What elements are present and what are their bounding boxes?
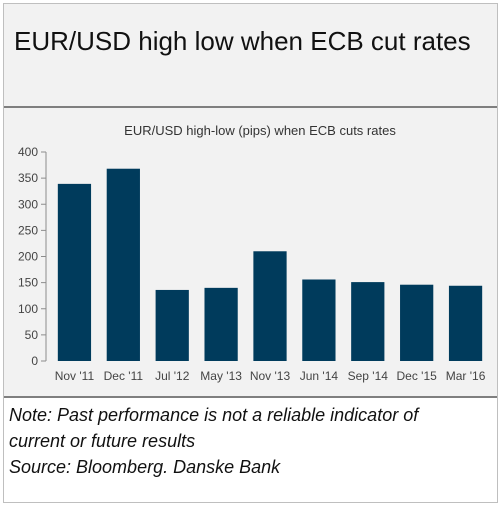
x-tick-label: Dec '15	[397, 369, 438, 383]
panel-header: EUR/USD high low when ECB cut rates	[4, 4, 497, 108]
bar	[351, 282, 385, 361]
y-tick-label: 250	[18, 223, 38, 237]
y-tick-label: 350	[18, 171, 38, 185]
page-title: EUR/USD high low when ECB cut rates	[14, 26, 471, 56]
y-axis: 0 50 100 150 200 250 300 350 400	[18, 145, 47, 368]
x-tick-label: Jun '14	[300, 369, 339, 383]
chart-panel: EUR/USD high low when ECB cut rates EUR/…	[3, 3, 498, 503]
bar	[253, 251, 287, 361]
x-axis: Nov '11 Dec '11 Jul '12 May '13 Nov '13 Jun '…	[55, 369, 486, 383]
bar	[302, 279, 336, 361]
x-tick-label: Mar '16	[446, 369, 486, 383]
chart-area: EUR/USD high-low (pips) when ECB cuts ra…	[4, 108, 497, 398]
bar	[204, 287, 238, 361]
x-tick-label: Nov '11	[55, 369, 95, 383]
bar	[106, 168, 140, 361]
y-tick-label: 300	[18, 197, 38, 211]
x-tick-label: Jul '12	[155, 369, 190, 383]
source-note: Source: Bloomberg. Danske Bank	[9, 457, 281, 477]
y-tick-label: 50	[25, 328, 39, 342]
x-tick-label: Sep '14	[348, 369, 389, 383]
disclaimer-line-1: Note: Past performance is not a reliable…	[9, 405, 419, 425]
chart-notes: Note: Past performance is not a reliable…	[9, 402, 494, 480]
y-tick-label: 150	[18, 276, 38, 290]
bar	[155, 289, 189, 361]
y-tick-label: 200	[18, 250, 38, 264]
y-tick-label: 400	[18, 145, 38, 159]
bar	[57, 183, 92, 361]
chart-title: EUR/USD high-low (pips) when ECB cuts ra…	[124, 123, 396, 138]
x-tick-label: Dec '11	[104, 369, 144, 383]
bar-series	[57, 168, 483, 361]
y-tick-label: 0	[31, 354, 38, 368]
disclaimer-line-2: current or future results	[9, 431, 196, 451]
y-tick-label: 100	[18, 302, 38, 316]
x-tick-label: May '13	[200, 369, 242, 383]
bar	[400, 284, 434, 361]
bar-chart: EUR/USD high-low (pips) when ECB cuts ra…	[18, 123, 486, 383]
bar	[448, 285, 483, 361]
x-tick-label: Nov '13	[250, 369, 291, 383]
